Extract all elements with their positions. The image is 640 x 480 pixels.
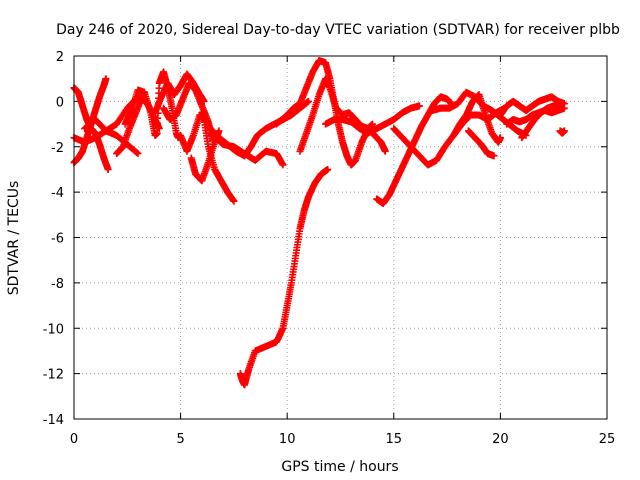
- data-marks: [70, 57, 568, 389]
- series-arc-15: [296, 75, 389, 155]
- data-point: [560, 127, 568, 135]
- y-axis-label: SDTVAR / TECUs: [6, 181, 22, 296]
- series-arc-12: [209, 131, 287, 169]
- series-arc-14: [273, 57, 376, 169]
- data-point: [230, 197, 238, 205]
- x-tick-label: 0: [70, 432, 78, 447]
- data-point: [133, 149, 141, 157]
- y-tick-labels: 2 0 -2 -4 -6 -8 -10 -12 -14: [43, 50, 64, 428]
- y-tick-label: -14: [43, 413, 64, 428]
- x-tick-labels: 0 5 10 15 20 25: [70, 432, 615, 447]
- y-tick-label: -8: [51, 277, 64, 292]
- data-point: [102, 75, 110, 83]
- series-arc-25: [556, 127, 568, 137]
- y-tick-label: 2: [56, 50, 64, 65]
- series-arc-8: [160, 79, 217, 144]
- y-tick-label: -2: [51, 141, 64, 156]
- series-arc-9: [177, 111, 238, 205]
- y-tick-label: -10: [43, 322, 64, 337]
- data-point: [134, 150, 142, 158]
- x-axis-label: GPS time / hours: [281, 459, 398, 475]
- data-point: [324, 165, 332, 173]
- series-arc-24: [518, 102, 564, 142]
- data-point: [215, 127, 223, 135]
- data-point: [490, 152, 498, 160]
- y-tick-label: -6: [51, 232, 64, 247]
- series-arc-22: [496, 93, 568, 119]
- x-tick-label: 15: [386, 432, 403, 447]
- x-tick-label: 10: [279, 432, 296, 447]
- x-tick-label: 25: [599, 432, 616, 447]
- data-point: [305, 97, 313, 105]
- data-point: [104, 165, 112, 173]
- data-point: [415, 102, 423, 110]
- data-point: [496, 134, 504, 142]
- series-arc-18: [390, 104, 509, 169]
- y-tick-label: -4: [51, 186, 64, 201]
- x-tick-label: 5: [176, 432, 184, 447]
- plot-frame: [73, 55, 608, 420]
- x-tick-label: 20: [492, 432, 509, 447]
- series-arc-16: [322, 102, 423, 137]
- data-point: [368, 120, 376, 128]
- chart-title: Day 246 of 2020, Sidereal Day-to-day VTE…: [56, 22, 620, 38]
- data-point: [279, 161, 287, 169]
- series-arc-20: [449, 91, 504, 146]
- data-point: [381, 147, 389, 155]
- y-tick-label: -12: [43, 368, 64, 383]
- y-tick-label: 0: [56, 95, 64, 110]
- series-arc-13: [236, 165, 332, 389]
- series-arc-21: [464, 127, 498, 160]
- data-point: [556, 104, 564, 112]
